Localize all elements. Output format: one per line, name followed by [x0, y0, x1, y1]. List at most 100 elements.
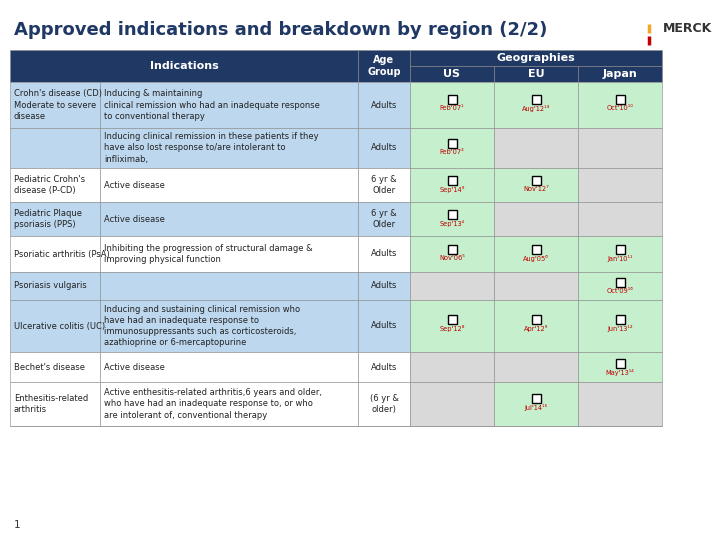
Bar	[578, 272, 662, 300]
Bar	[616, 278, 624, 287]
Bar	[494, 128, 578, 168]
Text: Sep'12⁸: Sep'12⁸	[439, 325, 464, 332]
Bar	[578, 236, 662, 272]
Bar	[410, 50, 662, 66]
Bar	[578, 202, 662, 236]
Bar	[616, 245, 624, 254]
Bar	[410, 168, 494, 202]
Text: Jan'10¹¹: Jan'10¹¹	[607, 255, 633, 262]
Bar	[494, 66, 578, 82]
Bar	[578, 168, 662, 202]
Text: Pediatric Crohn's
disease (P-CD): Pediatric Crohn's disease (P-CD)	[14, 175, 85, 195]
Text: Apr'12⁹: Apr'12⁹	[524, 325, 548, 332]
Text: Adults: Adults	[371, 321, 397, 330]
Bar	[578, 82, 662, 128]
Text: Bechet's disease: Bechet's disease	[14, 362, 85, 372]
Bar	[358, 236, 410, 272]
Bar	[494, 352, 578, 382]
Bar	[531, 177, 541, 185]
Text: Inhibiting the progression of structural damage &
improving physical function: Inhibiting the progression of structural…	[104, 244, 312, 264]
Text: Indications: Indications	[150, 61, 218, 71]
Text: Approved indications and breakdown by region (2/2): Approved indications and breakdown by re…	[14, 21, 547, 39]
Text: Psoriasis vulgaris: Psoriasis vulgaris	[14, 281, 86, 291]
Text: Nov'06⁵: Nov'06⁵	[439, 255, 465, 261]
Bar	[448, 315, 456, 324]
Bar	[494, 236, 578, 272]
Text: 6 yr &
Older: 6 yr & Older	[372, 209, 397, 229]
Bar	[410, 352, 494, 382]
Bar	[358, 168, 410, 202]
Bar	[358, 300, 410, 352]
Bar	[358, 50, 410, 82]
Bar	[616, 359, 624, 368]
Bar	[448, 211, 456, 219]
Bar	[494, 202, 578, 236]
Bar	[494, 168, 578, 202]
Text: MERCK: MERCK	[662, 22, 712, 35]
Bar	[100, 168, 358, 202]
Bar	[10, 272, 100, 300]
Bar	[100, 300, 358, 352]
Bar	[358, 202, 410, 236]
Text: Japan: Japan	[603, 69, 637, 79]
Bar	[578, 66, 662, 82]
Text: Aug'05⁶: Aug'05⁶	[523, 255, 549, 262]
Text: US: US	[444, 69, 461, 79]
Bar	[100, 128, 358, 168]
Bar	[410, 272, 494, 300]
Text: Jun'13¹²: Jun'13¹²	[607, 325, 633, 332]
Text: Feb'07²: Feb'07²	[440, 148, 464, 154]
Bar	[531, 245, 541, 254]
Bar	[410, 66, 494, 82]
Text: Sep'13⁴: Sep'13⁴	[439, 220, 464, 227]
Bar	[494, 300, 578, 352]
Bar	[410, 82, 494, 128]
Bar	[578, 300, 662, 352]
Text: Age
Group: Age Group	[367, 55, 401, 77]
Bar	[100, 202, 358, 236]
Bar	[100, 272, 358, 300]
Bar	[448, 177, 456, 185]
Bar	[10, 236, 100, 272]
Text: Adults: Adults	[371, 362, 397, 372]
Bar	[410, 382, 494, 426]
Bar	[10, 382, 100, 426]
Text: 6 yr &
Older: 6 yr & Older	[372, 175, 397, 195]
Text: (6 yr &
older): (6 yr & older)	[369, 394, 398, 414]
Bar	[531, 394, 541, 403]
Bar	[10, 168, 100, 202]
Text: May'13¹⁴: May'13¹⁴	[606, 369, 634, 376]
Text: Adults: Adults	[371, 100, 397, 110]
Bar	[10, 82, 100, 128]
Text: Active disease: Active disease	[104, 180, 165, 190]
Bar	[448, 95, 456, 104]
Bar	[100, 382, 358, 426]
Text: Enthesitis-related
arthritis: Enthesitis-related arthritis	[14, 394, 89, 414]
Bar	[616, 95, 624, 104]
Text: Adults: Adults	[371, 281, 397, 291]
Text: Pediatric Plaque
psoriasis (PPS): Pediatric Plaque psoriasis (PPS)	[14, 209, 82, 229]
Text: Active disease: Active disease	[104, 362, 165, 372]
Text: Geographies: Geographies	[497, 53, 575, 63]
Text: Jul'14¹⁵: Jul'14¹⁵	[524, 404, 548, 411]
Text: Active disease: Active disease	[104, 214, 165, 224]
Bar	[531, 95, 541, 104]
Text: Psoriatic arthritis (PsA): Psoriatic arthritis (PsA)	[14, 249, 109, 259]
Bar	[494, 382, 578, 426]
Bar	[410, 300, 494, 352]
Bar	[358, 382, 410, 426]
Bar	[578, 382, 662, 426]
Bar	[531, 315, 541, 324]
Text: Oct'10¹⁰: Oct'10¹⁰	[606, 105, 634, 111]
Text: Inducing and sustaining clinical remission who
have had an inadequate response t: Inducing and sustaining clinical remissi…	[104, 305, 300, 347]
Text: Adults: Adults	[371, 144, 397, 152]
Bar	[100, 82, 358, 128]
Text: 1: 1	[14, 520, 21, 530]
Bar	[358, 352, 410, 382]
Bar	[100, 352, 358, 382]
Text: Active enthesitis-related arthritis,6 years and older,
who have had an inadequat: Active enthesitis-related arthritis,6 ye…	[104, 388, 322, 420]
Text: Inducing & maintaining
clinical remission who had an inadequate response
to conv: Inducing & maintaining clinical remissio…	[104, 90, 320, 120]
Bar	[10, 50, 358, 82]
Bar	[358, 128, 410, 168]
Bar	[10, 300, 100, 352]
